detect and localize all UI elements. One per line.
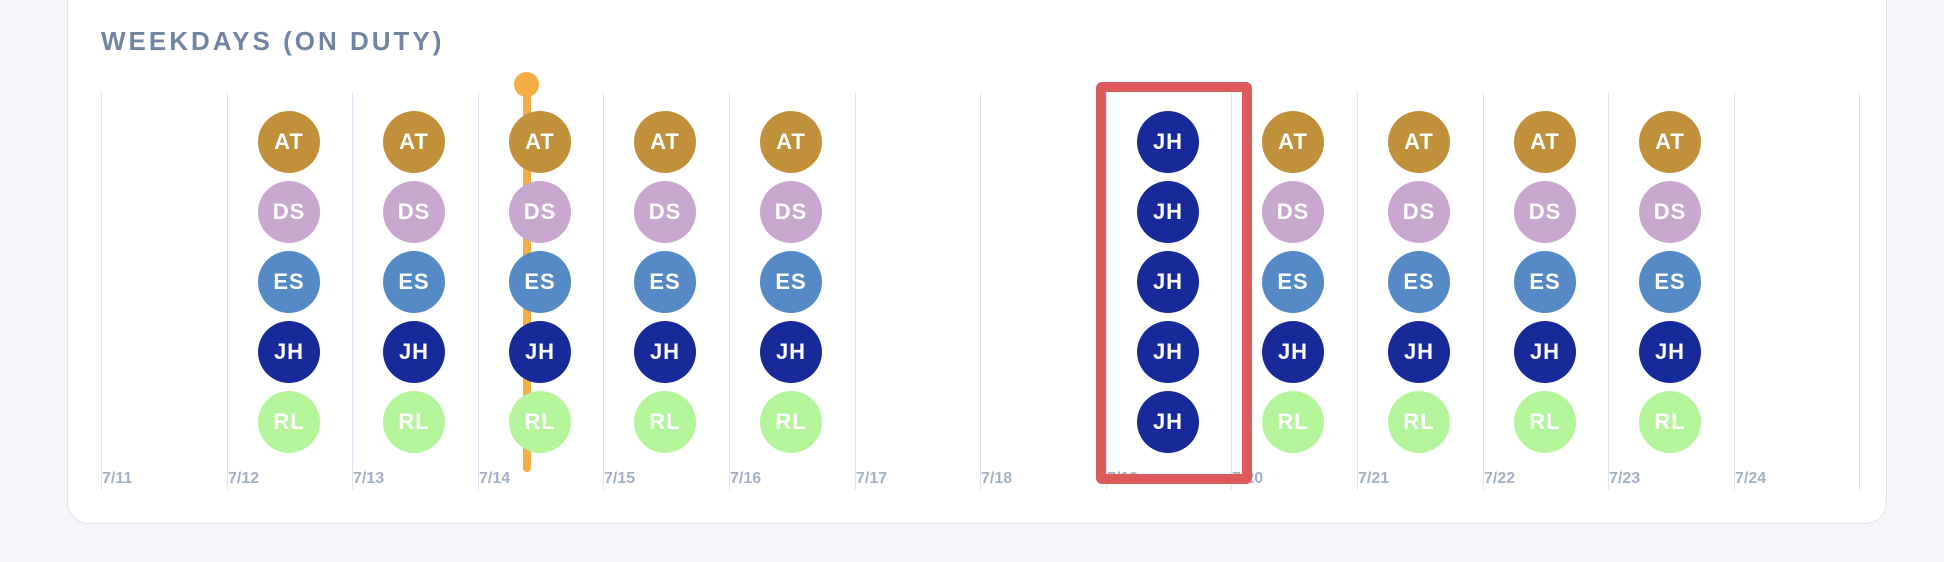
avatar-ds[interactable]: DS bbox=[383, 181, 445, 243]
avatar-ds[interactable]: DS bbox=[1388, 181, 1450, 243]
day-column-7-22: 7/22 AT DS ES JH RL bbox=[1483, 0, 1609, 562]
date-label: 7/20 bbox=[1232, 470, 1264, 487]
day-gridline bbox=[227, 92, 228, 490]
avatar-rl[interactable]: RL bbox=[1514, 391, 1576, 453]
date-label: 7/17 bbox=[856, 470, 888, 487]
avatar-at[interactable]: AT bbox=[1639, 111, 1701, 173]
day-column-7-21: 7/21 AT DS ES JH RL bbox=[1357, 0, 1483, 562]
avatar-jh[interactable]: JH bbox=[1137, 111, 1199, 173]
day-gridline bbox=[980, 92, 981, 490]
date-label: 7/13 bbox=[353, 470, 385, 487]
date-label: 7/24 bbox=[1735, 470, 1767, 487]
date-label: 7/22 bbox=[1484, 470, 1516, 487]
avatar-jh[interactable]: JH bbox=[1137, 181, 1199, 243]
avatar-es[interactable]: ES bbox=[760, 251, 822, 313]
avatar-jh[interactable]: JH bbox=[1639, 321, 1701, 383]
day-column-7-19: 7/19 JH JH JH JH JH bbox=[1106, 0, 1232, 562]
avatar-at[interactable]: AT bbox=[760, 111, 822, 173]
day-gridline bbox=[1483, 92, 1484, 490]
avatar-rl[interactable]: RL bbox=[1262, 391, 1324, 453]
avatar-rl[interactable]: RL bbox=[1639, 391, 1701, 453]
avatar-at[interactable]: AT bbox=[509, 111, 571, 173]
day-gridline bbox=[101, 92, 102, 490]
avatar-jh[interactable]: JH bbox=[383, 321, 445, 383]
avatar-es[interactable]: ES bbox=[383, 251, 445, 313]
avatar-jh[interactable]: JH bbox=[1137, 251, 1199, 313]
section-title: WEEKDAYS (ON DUTY) bbox=[101, 26, 445, 56]
day-column-7-12: 7/12 AT DS ES JH RL bbox=[227, 0, 353, 562]
day-gridline bbox=[855, 92, 856, 490]
date-label: 7/11 bbox=[102, 470, 133, 487]
avatar-at[interactable]: AT bbox=[383, 111, 445, 173]
day-column-7-18: 7/18 bbox=[980, 0, 1106, 562]
avatar-es[interactable]: ES bbox=[258, 251, 320, 313]
avatar-ds[interactable]: DS bbox=[1514, 181, 1576, 243]
date-label: 7/16 bbox=[730, 470, 762, 487]
avatar-at[interactable]: AT bbox=[258, 111, 320, 173]
avatar-at[interactable]: AT bbox=[1514, 111, 1576, 173]
day-gridline bbox=[729, 92, 730, 490]
avatar-jh[interactable]: JH bbox=[1137, 391, 1199, 453]
day-gridline bbox=[603, 92, 604, 490]
avatar-ds[interactable]: DS bbox=[760, 181, 822, 243]
day-gridline bbox=[1608, 92, 1609, 490]
day-column-7-15: 7/15 AT DS ES JH RL bbox=[603, 0, 729, 562]
day-column-7-14: 7/14 AT DS ES JH RL bbox=[478, 0, 604, 562]
avatar-jh[interactable]: JH bbox=[760, 321, 822, 383]
day-column-7-11: 7/11 bbox=[101, 0, 227, 562]
avatar-es[interactable]: ES bbox=[509, 251, 571, 313]
day-gridline bbox=[478, 92, 479, 490]
avatar-ds[interactable]: DS bbox=[1262, 181, 1324, 243]
avatar-jh[interactable]: JH bbox=[634, 321, 696, 383]
avatar-rl[interactable]: RL bbox=[1388, 391, 1450, 453]
date-label: 7/19 bbox=[1107, 470, 1139, 487]
avatar-at[interactable]: AT bbox=[1262, 111, 1324, 173]
day-gridline bbox=[1734, 92, 1735, 490]
avatar-jh[interactable]: JH bbox=[258, 321, 320, 383]
avatar-ds[interactable]: DS bbox=[258, 181, 320, 243]
date-label: 7/21 bbox=[1358, 470, 1390, 487]
day-gridline bbox=[1106, 92, 1107, 490]
avatar-jh[interactable]: JH bbox=[1137, 321, 1199, 383]
day-column-7-17: 7/17 bbox=[855, 0, 981, 562]
avatar-es[interactable]: ES bbox=[1262, 251, 1324, 313]
avatar-jh[interactable]: JH bbox=[509, 321, 571, 383]
day-column-7-23: 7/23 AT DS ES JH RL bbox=[1608, 0, 1734, 562]
avatar-jh[interactable]: JH bbox=[1262, 321, 1324, 383]
avatar-jh[interactable]: JH bbox=[1514, 321, 1576, 383]
day-column-7-20: 7/20 AT DS ES JH RL bbox=[1231, 0, 1357, 562]
avatar-es[interactable]: ES bbox=[1514, 251, 1576, 313]
avatar-ds[interactable]: DS bbox=[634, 181, 696, 243]
avatar-ds[interactable]: DS bbox=[509, 181, 571, 243]
avatar-rl[interactable]: RL bbox=[383, 391, 445, 453]
date-label: 7/12 bbox=[228, 470, 260, 487]
avatar-jh[interactable]: JH bbox=[1388, 321, 1450, 383]
day-column-7-16: 7/16 AT DS ES JH RL bbox=[729, 0, 855, 562]
avatar-rl[interactable]: RL bbox=[258, 391, 320, 453]
date-label: 7/14 bbox=[479, 470, 511, 487]
avatar-rl[interactable]: RL bbox=[634, 391, 696, 453]
date-label: 7/23 bbox=[1609, 470, 1641, 487]
weekdays-card bbox=[67, 0, 1887, 524]
day-gridline bbox=[1357, 92, 1358, 490]
day-column-7-24: 7/24 bbox=[1734, 0, 1860, 562]
avatar-es[interactable]: ES bbox=[1388, 251, 1450, 313]
day-gridline bbox=[1231, 92, 1232, 490]
day-gridline bbox=[1859, 92, 1860, 490]
avatar-rl[interactable]: RL bbox=[760, 391, 822, 453]
avatar-rl[interactable]: RL bbox=[509, 391, 571, 453]
day-column-7-13: 7/13 AT DS ES JH RL bbox=[352, 0, 478, 562]
date-label: 7/18 bbox=[981, 470, 1013, 487]
avatar-es[interactable]: ES bbox=[634, 251, 696, 313]
day-gridline bbox=[352, 92, 353, 490]
avatar-at[interactable]: AT bbox=[1388, 111, 1450, 173]
avatar-ds[interactable]: DS bbox=[1639, 181, 1701, 243]
avatar-es[interactable]: ES bbox=[1639, 251, 1701, 313]
date-label: 7/15 bbox=[604, 470, 636, 487]
avatar-at[interactable]: AT bbox=[634, 111, 696, 173]
